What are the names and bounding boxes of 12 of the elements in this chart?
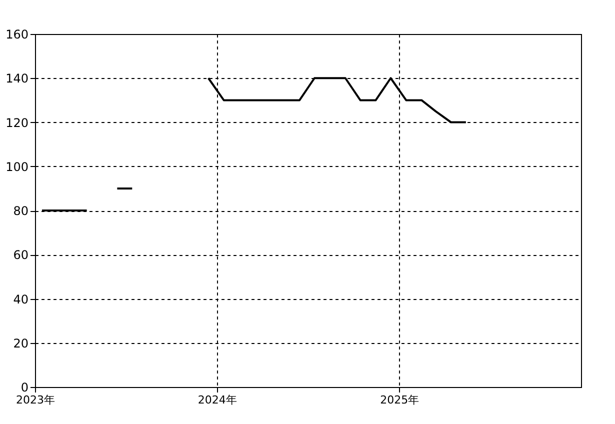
y-tick-label: 120	[6, 116, 28, 130]
y-tick-label: 20	[13, 336, 28, 350]
y-tick-label: 40	[13, 292, 28, 306]
x-tick-label: 2024年	[198, 394, 237, 406]
y-tick-label: 0	[20, 380, 28, 394]
y-tick-label: 80	[13, 204, 28, 218]
y-tick-label: 160	[6, 28, 28, 42]
y-tick-label: 100	[6, 160, 28, 174]
x-tick-label: 2023年	[16, 394, 55, 406]
x-tick-label: 2025年	[380, 394, 420, 406]
y-tick-label: 60	[13, 248, 28, 262]
y-tick-label: 140	[6, 72, 28, 86]
